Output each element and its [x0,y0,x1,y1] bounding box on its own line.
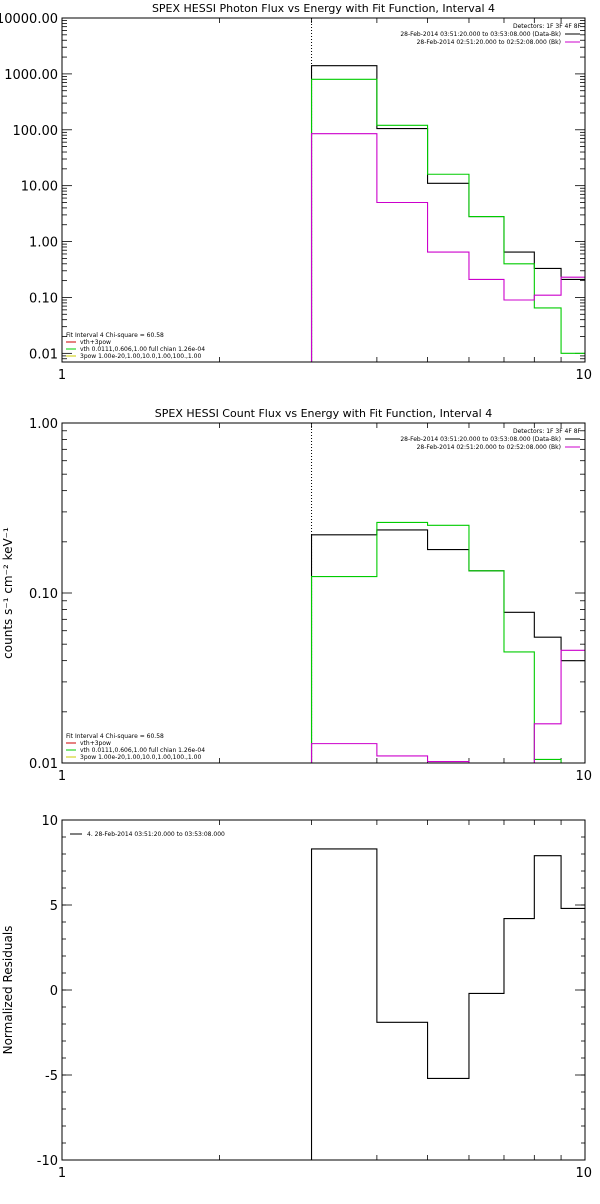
chart-title: SPEX HESSI Photon Flux vs Energy with Fi… [152,2,495,15]
x-tick-label: 1 [58,368,66,383]
legend-entry: Detectors: 1F 3F 4F 8F [513,23,582,30]
y-tick-label: 1.00 [29,236,58,251]
series-2-step-line [310,521,585,763]
legend-entry: 3pow 1.00e-20,1.00,10.0,1.00,100.,1.00 [80,353,201,360]
legend-entry: vth 0.0111,0.606,1.00 full chian 1.26e-0… [80,747,205,754]
legend-entry: vth+3pow [80,740,111,747]
x-tick-label: 10 [575,1166,592,1181]
y-tick-label: 1.00 [29,417,58,432]
legend-entry: 3pow 1.00e-20,1.00,10.0,1.00,100.,1.00 [80,754,201,761]
y-tick-label: 0.01 [29,757,58,772]
y-axis-label: counts s⁻¹ cm⁻² keV⁻¹ [1,527,15,659]
legend-entry: 28-Feb-2014 02:51:20.000 to 02:52:08.000… [417,39,561,46]
y-tick-label: 5 [50,899,58,914]
x-tick-label: 10 [575,368,592,383]
legend-entry: 28-Feb-2014 03:51:20.000 to 03:53:08.000… [400,436,561,443]
legend-entry: 4. 28-Feb-2014 03:51:20.000 to 03:53:08.… [87,831,225,838]
y-tick-label: -5 [45,1069,58,1084]
series-1-step-line [310,848,585,1160]
panel-1: SPEX HESSI Photon Flux vs Energy with Fi… [0,2,592,383]
y-tick-label: 0.10 [29,291,58,306]
chart-title: SPEX HESSI Count Flux vs Energy with Fit… [155,407,492,420]
y-tick-label: 100.00 [13,124,59,139]
legend-entry: Fit Interval 4 Chi-square = 60.58 [66,332,164,339]
y-tick-label: -10 [37,1154,58,1169]
y-tick-label: 10 [41,814,58,829]
y-tick-label: 0 [50,984,58,999]
legend-entry: vth 0.0111,0.606,1.00 full chian 1.26e-0… [80,346,205,353]
series-group [310,423,585,763]
plot-frame [61,422,586,764]
legend-entry: Fit Interval 4 Chi-square = 60.58 [66,733,164,740]
series-3-step-line [310,649,585,763]
y-tick-label: 0.01 [29,347,58,362]
series-2-step-line [310,78,585,362]
x-tick-label: 10 [575,769,592,784]
y-axis-label: Normalized Residuals [1,926,15,1055]
panel-3: Normalized Residuals 1 10 -10 -5 0 5 10 4. 28-Fe… [1,814,592,1181]
legend-entry: 28-Feb-2014 02:51:20.000 to 02:52:08.000… [417,444,561,451]
panel-2: SPEX HESSI Count Flux vs Energy with Fit… [1,407,592,784]
legend-entry: vth+3pow [80,339,111,346]
series-group [310,848,585,1160]
legend-entry: 28-Feb-2014 03:51:20.000 to 03:53:08.000… [400,31,561,38]
y-tick-label: 10000.00 [0,12,58,27]
legend-entry: Detectors: 1F 3F 4F 8F [513,428,582,435]
x-tick-label: 1 [58,1166,66,1181]
series-1-step-line [310,65,585,362]
x-tick-label: 1 [58,769,66,784]
y-tick-label: 0.10 [29,587,58,602]
plot-frame [61,17,586,363]
series-1-step-line [310,529,585,763]
plot-frame [61,819,586,1161]
y-tick-label: 10.00 [21,180,58,195]
series-group [310,18,585,362]
y-tick-label: 1000.00 [4,68,58,83]
series-3-step-line [310,133,585,362]
